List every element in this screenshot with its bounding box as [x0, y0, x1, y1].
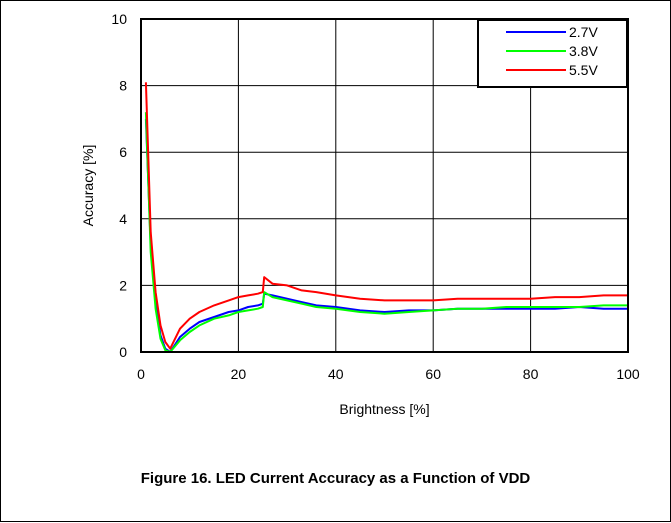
plot-area [140, 18, 629, 353]
x-tick-label: 60 [425, 366, 441, 382]
x-tick-label: 100 [616, 366, 640, 382]
figure-caption: Figure 16. LED Current Accuracy as a Fun… [140, 470, 531, 487]
series-line [144, 82, 628, 350]
x-axis-label: Brightness [%] [339, 401, 429, 417]
y-tick-label: 6 [119, 144, 127, 160]
legend-box [477, 19, 628, 88]
chart: 0 20 40 60 80 100 0 2 4 6 8 10 Brightness [%] Accur… [80, 11, 640, 417]
x-tick-label: 0 [137, 366, 145, 382]
y-tick-label: 8 [119, 78, 127, 94]
legend-label: 5.5V [569, 62, 598, 78]
y-tick-label: 0 [119, 344, 127, 360]
series-lines [144, 82, 628, 353]
y-tick-label: 10 [111, 11, 127, 27]
legend-label: 3.8V [569, 43, 598, 59]
y-tick-label: 2 [119, 277, 127, 293]
x-tick-label: 20 [231, 366, 247, 382]
y-tick-label: 4 [119, 211, 127, 227]
legend-label: 2.7V [569, 24, 598, 40]
x-tick-label: 80 [523, 366, 539, 382]
y-axis-label: Accuracy [%] [80, 145, 96, 227]
x-tick-label: 40 [328, 366, 344, 382]
series-line [144, 112, 628, 353]
tick-labels: 0 20 40 60 80 100 0 2 4 6 8 10 [111, 11, 639, 382]
top-rule [0, 0, 671, 1]
legend: 2.7V 3.8V 5.5V [477, 19, 628, 88]
